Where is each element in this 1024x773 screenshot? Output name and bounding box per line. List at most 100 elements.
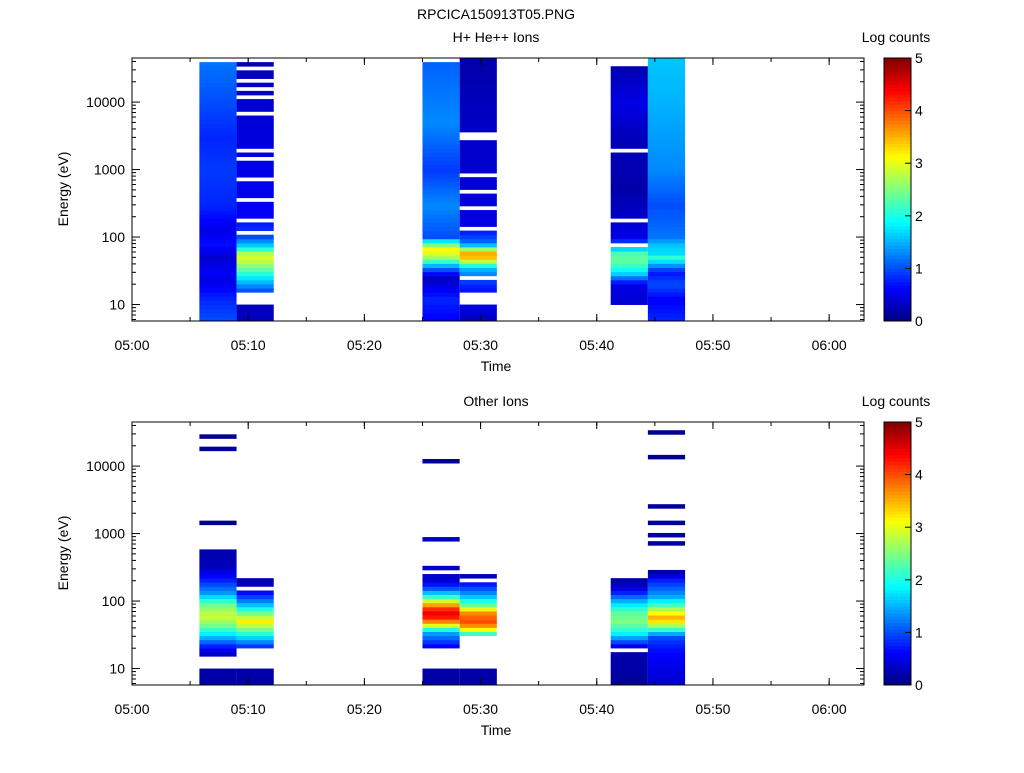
colorbar-swatch bbox=[884, 625, 911, 630]
x-tick-label: 05:50 bbox=[695, 701, 730, 717]
heatmap-cell bbox=[647, 160, 686, 166]
heatmap-cell bbox=[610, 288, 648, 293]
heatmap-cell bbox=[647, 107, 686, 112]
heatmap-cell bbox=[422, 99, 460, 104]
colorbar-swatch bbox=[884, 228, 911, 233]
heatmap-cell bbox=[647, 255, 686, 260]
heatmap-cell bbox=[647, 222, 686, 227]
heatmap-cell bbox=[610, 676, 648, 682]
heatmap-cell bbox=[459, 271, 497, 277]
heatmap-cell bbox=[459, 74, 497, 79]
heatmap-cell bbox=[422, 578, 460, 583]
colorbar-swatch bbox=[884, 297, 911, 302]
heatmap-cell bbox=[610, 582, 648, 587]
heatmap-cell bbox=[422, 234, 460, 240]
heatmap-cell bbox=[422, 611, 460, 616]
colorbar-swatch bbox=[884, 675, 911, 679]
heatmap-cell bbox=[199, 611, 237, 616]
heatmap-cell bbox=[647, 574, 686, 579]
colorbar-swatch bbox=[884, 596, 911, 601]
x-tick-label: 06:00 bbox=[812, 701, 847, 717]
heatmap-cell bbox=[199, 631, 237, 637]
heatmap-cell bbox=[459, 247, 497, 252]
heatmap-cell bbox=[610, 140, 648, 145]
heatmap-cell bbox=[236, 70, 274, 75]
heatmap-cell bbox=[610, 136, 648, 141]
colorbar-swatch bbox=[884, 645, 911, 650]
heatmap-cell bbox=[422, 676, 460, 682]
heatmap-cell bbox=[422, 590, 460, 595]
heatmap-cell bbox=[647, 90, 686, 96]
heatmap-cell bbox=[610, 251, 648, 256]
heatmap-cell bbox=[459, 267, 497, 273]
heatmap-cell bbox=[236, 140, 274, 145]
heatmap-cell bbox=[199, 615, 237, 620]
heatmap-cell bbox=[422, 119, 460, 125]
heatmap-cell bbox=[199, 119, 237, 125]
colorbar-swatch bbox=[884, 481, 911, 485]
heatmap-cell bbox=[422, 103, 460, 108]
heatmap-cell bbox=[199, 127, 237, 133]
heatmap-cell bbox=[647, 136, 686, 141]
heatmap-cell bbox=[199, 234, 237, 240]
heatmap-cell bbox=[459, 78, 497, 84]
heatmap-cell bbox=[459, 164, 497, 170]
heatmap-cell bbox=[647, 569, 686, 575]
heatmap-cell bbox=[199, 70, 237, 75]
heatmap-cell bbox=[236, 672, 274, 678]
heatmap-cell bbox=[422, 222, 460, 227]
heatmap-cell bbox=[422, 238, 460, 244]
colorbar-swatch bbox=[884, 494, 911, 499]
heatmap-cell bbox=[199, 94, 237, 100]
x-tick-label: 06:00 bbox=[812, 337, 847, 353]
heatmap-cell bbox=[422, 680, 460, 686]
heatmap-cell bbox=[610, 259, 648, 264]
heatmap-cell bbox=[199, 296, 237, 301]
colorbar-swatch bbox=[884, 583, 911, 587]
heatmap-cell bbox=[236, 676, 274, 682]
heatmap-cell bbox=[647, 259, 686, 264]
colorbar-swatch bbox=[884, 140, 911, 144]
heatmap-cell bbox=[647, 218, 686, 223]
heatmap-cell bbox=[236, 226, 274, 231]
colorbar-swatch bbox=[884, 278, 911, 283]
colorbar-swatch bbox=[884, 314, 911, 319]
colorbar-tick-label: 5 bbox=[915, 414, 923, 430]
heatmap-cell bbox=[199, 197, 237, 203]
heatmap-cell bbox=[236, 279, 274, 285]
heatmap-cell bbox=[236, 168, 274, 174]
colorbar-swatch bbox=[884, 665, 911, 670]
heatmap-cell bbox=[422, 230, 460, 236]
x-axis-label: Time bbox=[481, 358, 512, 374]
heatmap-cell bbox=[199, 292, 237, 297]
heatmap-cell bbox=[236, 606, 274, 612]
heatmap-cell bbox=[647, 78, 686, 84]
heatmap-cell bbox=[647, 284, 686, 289]
heatmap-cell bbox=[236, 127, 274, 133]
heatmap-cell bbox=[459, 127, 497, 133]
colorbar-swatch bbox=[884, 288, 911, 292]
heatmap-cell bbox=[199, 279, 237, 285]
heatmap-cell bbox=[422, 131, 460, 137]
colorbar-swatch bbox=[884, 219, 911, 223]
heatmap-cell bbox=[199, 446, 237, 452]
heatmap-cell bbox=[459, 308, 497, 314]
heatmap-cell bbox=[647, 619, 686, 624]
heatmap-cell bbox=[610, 279, 648, 285]
heatmap-cell bbox=[422, 152, 460, 158]
colorbar-swatch bbox=[884, 255, 911, 260]
colorbar-swatch bbox=[884, 192, 911, 197]
heatmap-cell bbox=[610, 131, 648, 137]
heatmap-cell bbox=[610, 619, 648, 624]
heatmap-cell bbox=[647, 680, 686, 686]
heatmap-cell bbox=[647, 668, 686, 674]
colorbar: 0 1 2 3 4 5 bbox=[883, 414, 923, 693]
heatmap-cell bbox=[236, 602, 274, 608]
heatmap-cell bbox=[647, 594, 686, 600]
colorbar-swatch bbox=[884, 196, 911, 200]
heatmap-cell bbox=[610, 660, 648, 665]
heatmap-cell bbox=[459, 222, 497, 227]
colorbar-swatch bbox=[884, 553, 911, 558]
heatmap-cell bbox=[422, 300, 460, 305]
heatmap-cell bbox=[422, 602, 460, 608]
